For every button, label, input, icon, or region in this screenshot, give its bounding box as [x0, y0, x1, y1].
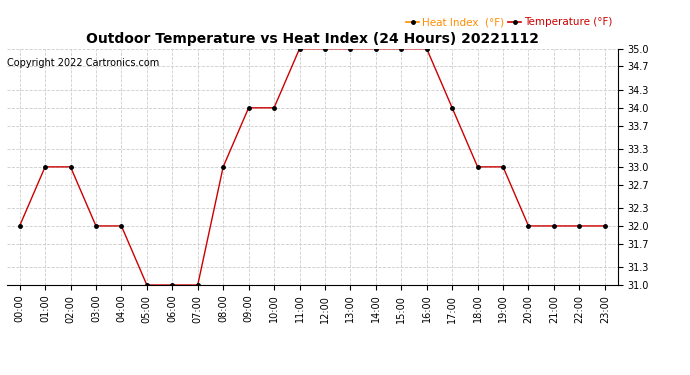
Legend: Heat Index  (°F), Temperature (°F): Heat Index (°F), Temperature (°F): [406, 17, 612, 27]
Text: Copyright 2022 Cartronics.com: Copyright 2022 Cartronics.com: [7, 58, 159, 68]
Title: Outdoor Temperature vs Heat Index (24 Hours) 20221112: Outdoor Temperature vs Heat Index (24 Ho…: [86, 32, 539, 46]
